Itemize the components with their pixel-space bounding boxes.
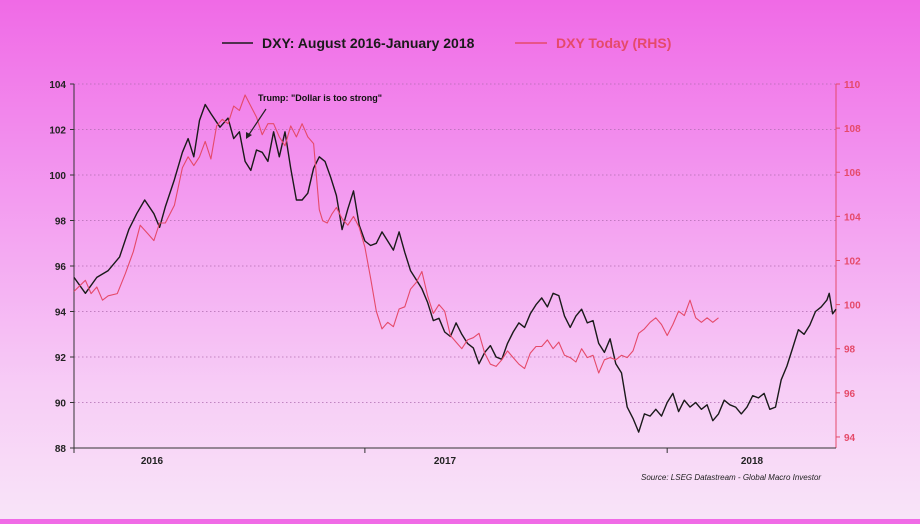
source-note: Source: LSEG Datastream - Global Macro I… [641, 473, 821, 482]
right-tick-label: 96 [844, 389, 856, 400]
right-axis: 94 96 98 100 102 104 106 108 110 [835, 80, 861, 448]
right-tick-label: 100 [844, 301, 861, 312]
left-tick-label: 88 [55, 444, 67, 455]
right-tick-label: 106 [844, 168, 861, 179]
right-tick-label: 108 [844, 124, 861, 135]
annotation: Trump: "Dollar is too strong" [246, 93, 382, 139]
series-layer [73, 94, 837, 433]
legend: DXY: August 2016-January 2018 DXY Today … [222, 35, 671, 51]
series-line-dxy-today [73, 94, 719, 374]
left-tick-label: 100 [49, 171, 66, 182]
grid [74, 83, 836, 403]
left-tick-label: 104 [49, 80, 66, 91]
left-tick-label: 102 [49, 126, 66, 137]
annotation-text: Trump: "Dollar is too strong" [258, 93, 382, 103]
x-tick-label: 2016 [141, 456, 164, 467]
annotation-arrow-line [247, 108, 267, 137]
x-tick-label: 2017 [434, 456, 457, 467]
right-tick-label: 110 [844, 80, 861, 91]
left-tick-label: 92 [55, 353, 67, 364]
legend-label-dxy: DXY: August 2016-January 2018 [262, 35, 475, 51]
legend-label-dxy-today: DXY Today (RHS) [556, 35, 671, 51]
x-axis: 2016 2017 2018 [73, 447, 836, 467]
left-tick-label: 98 [55, 217, 67, 228]
series-line-dxy [73, 103, 837, 433]
right-tick-label: 94 [844, 433, 856, 444]
right-tick-label: 98 [844, 345, 856, 356]
right-tick-label: 102 [844, 256, 861, 267]
right-tick-label: 104 [844, 212, 861, 223]
x-tick-label: 2018 [741, 456, 764, 467]
left-axis: 88 90 92 94 96 98 100 102 104 [49, 80, 75, 455]
annotation-arrowhead [246, 132, 252, 139]
left-tick-label: 94 [55, 308, 67, 319]
left-tick-label: 96 [55, 262, 67, 273]
left-tick-label: 90 [55, 399, 67, 410]
